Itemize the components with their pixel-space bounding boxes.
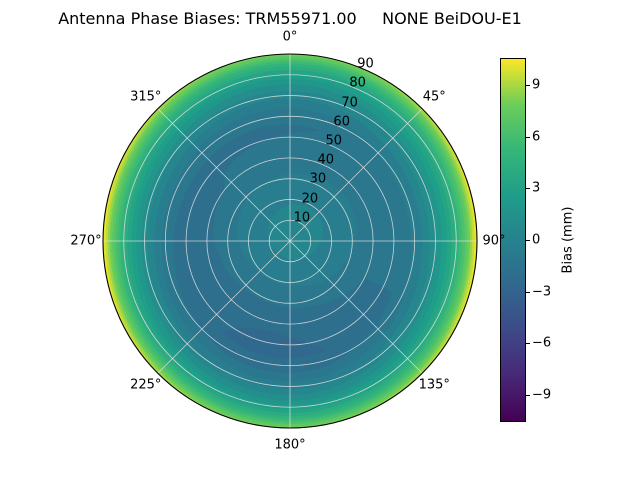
colorbar-tick-label: 9 xyxy=(532,77,541,93)
colorbar-tick-label: −9 xyxy=(532,387,552,403)
angular-tick-label: 225° xyxy=(130,377,162,393)
radial-tick-label: 20 xyxy=(301,191,319,207)
colorbar-tick-mark xyxy=(526,291,530,293)
angular-tick-label: 135° xyxy=(418,377,450,393)
colorbar-tick-mark xyxy=(526,136,530,138)
radial-tick-label: 50 xyxy=(325,133,343,149)
angular-tick-label: 270° xyxy=(70,233,102,249)
angular-tick-label: 90° xyxy=(482,233,506,249)
colorbar-tick-label: −6 xyxy=(532,335,552,351)
colorbar-tick-label: 3 xyxy=(532,180,541,196)
chart-title: Antenna Phase Biases: TRM55971.00 NONE B… xyxy=(58,9,522,28)
colorbar-tick-label: −3 xyxy=(532,284,552,300)
radial-tick-label: 80 xyxy=(349,75,366,91)
colorbar-tick-mark xyxy=(526,395,530,397)
radial-tick-label: 10 xyxy=(293,210,311,226)
colorbar-tick-label: 6 xyxy=(532,129,541,145)
colorbar xyxy=(500,58,526,422)
angular-tick-label: 315° xyxy=(130,89,162,105)
polar-contour-plot xyxy=(101,52,479,430)
colorbar-tick-mark xyxy=(526,343,530,345)
radial-tick-label: 90 xyxy=(357,56,374,72)
colorbar-tick-mark xyxy=(526,84,530,86)
radial-tick-label: 60 xyxy=(333,114,350,130)
angular-tick-label: 180° xyxy=(274,437,306,453)
colorbar-tick-mark xyxy=(526,240,530,241)
radial-tick-label: 30 xyxy=(309,171,327,187)
colorbar-label: Bias (mm) xyxy=(560,206,576,274)
colorbar-tick-mark xyxy=(526,188,530,190)
angular-tick-label: 45° xyxy=(422,89,446,105)
radial-tick-label: 40 xyxy=(317,152,335,168)
angular-tick-label: 0° xyxy=(282,29,298,45)
radial-tick-label: 70 xyxy=(341,95,358,111)
colorbar-tick-label: 0 xyxy=(532,232,541,248)
